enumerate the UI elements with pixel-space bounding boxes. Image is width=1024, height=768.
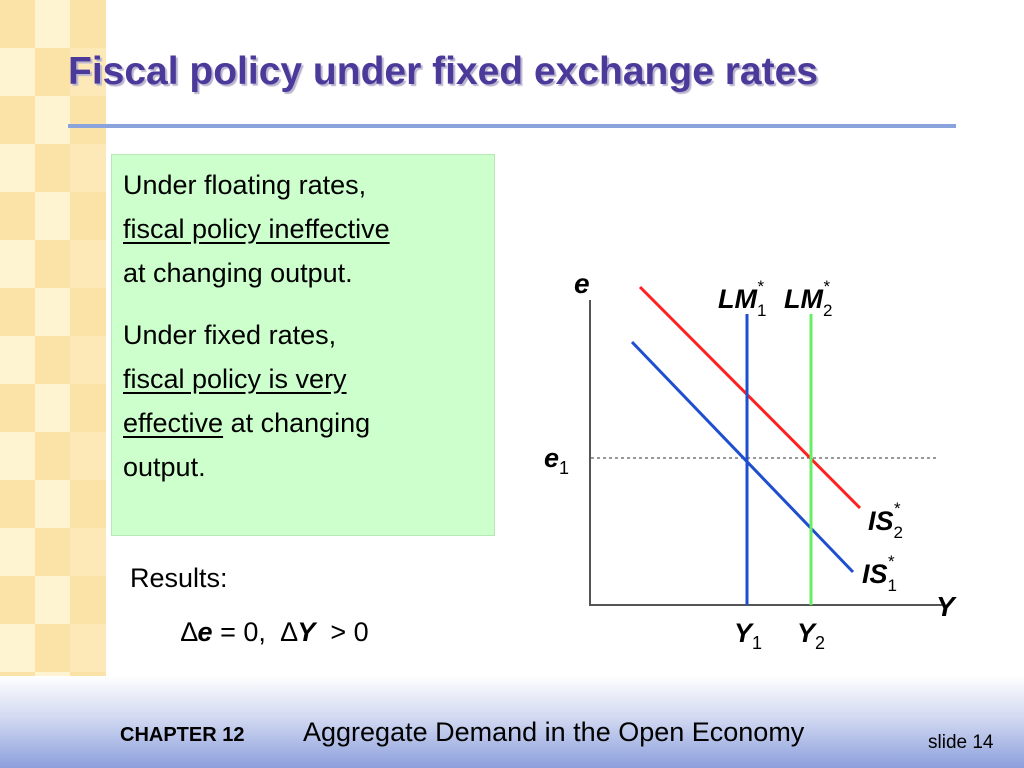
y1-label: Y1 [734, 618, 762, 653]
label-sub: 1 [888, 576, 897, 595]
footer-band [0, 676, 1024, 768]
stripe-cell [70, 480, 106, 528]
is1-label: IS1 * [862, 552, 897, 595]
stripe-cell [0, 336, 35, 384]
stripe-cell [0, 624, 35, 672]
stripe-cell [35, 384, 70, 432]
label-base: Y [797, 618, 818, 648]
slide-number: slide 14 [928, 732, 994, 753]
explanation-box: Under floating rates, fiscal policy inef… [111, 154, 495, 536]
stripe-cell [0, 48, 35, 96]
stripe-cell [35, 0, 70, 48]
is2-curve [638, 285, 862, 510]
label-base: LM [718, 284, 757, 314]
delta-symbol: ∆ [280, 617, 298, 647]
label-sub: 1 [752, 633, 762, 653]
y-axis-label: e [574, 268, 590, 299]
equation-text: = 0, [212, 617, 281, 647]
stripe-cell [70, 240, 106, 288]
paragraph-floating: Under floating rates, fiscal policy inef… [123, 163, 482, 295]
y2-label: Y2 [797, 618, 825, 653]
label-base: IS [868, 506, 894, 536]
lm1-label: LM1 * [718, 277, 766, 320]
text-line: Under floating rates, [123, 170, 367, 200]
stripe-cell [70, 528, 106, 576]
stripe-cell [70, 144, 106, 192]
lm2-label: LM2 * [784, 277, 832, 320]
stripe-cell [0, 144, 35, 192]
text-line: output. [123, 452, 206, 482]
is2-label: IS2 * [868, 499, 903, 542]
label-sub: 2 [894, 523, 903, 542]
stripe-cell [0, 384, 35, 432]
stripe-cell [70, 48, 106, 96]
stripe-cell [35, 432, 70, 480]
label-sub: 2 [815, 633, 825, 653]
is-lm-diagram: e Y LM1* LM2* IS2* IS1* e1 Y1 Y2 [544, 268, 957, 653]
decorative-stripe [0, 0, 106, 768]
footer-subtitle: Aggregate Demand in the Open Economy [303, 717, 805, 747]
stripe-cell [70, 384, 106, 432]
stripe-cell [0, 192, 35, 240]
label-base: IS [862, 559, 888, 589]
stripe-cell [35, 48, 70, 96]
label-base: LM [784, 284, 823, 314]
stripe-cell [70, 192, 106, 240]
text-line: Under fixed rates, [123, 320, 337, 350]
label-sub: 1 [757, 301, 766, 320]
label-base: e [544, 443, 559, 473]
stripe-cell [0, 528, 35, 576]
stripe-cell [0, 576, 35, 624]
stripe-cell [35, 528, 70, 576]
delta-symbol: ∆ [181, 617, 198, 647]
underlined-text: effective [123, 408, 224, 438]
stripe-cell [0, 96, 35, 144]
var-e: e [197, 617, 213, 647]
title-underline [68, 124, 956, 128]
label-sup: * [823, 277, 830, 296]
results-label: Results: [130, 563, 228, 593]
stripe-cell [35, 480, 70, 528]
stripe-cell [0, 288, 35, 336]
underlined-text: fiscal policy is very [123, 364, 347, 394]
stripe-cell [70, 576, 106, 624]
x-axis-label: Y [936, 591, 957, 622]
stripe-cell [35, 288, 70, 336]
equation-text: > 0 [315, 617, 369, 647]
is1-curve [630, 340, 855, 574]
stripe-cell [35, 336, 70, 384]
stripe-cell [70, 432, 106, 480]
stripe-cell [70, 96, 106, 144]
stripe-cell [0, 240, 35, 288]
footer-chapter: CHAPTER 12 [120, 724, 245, 746]
stripe-cell [70, 336, 106, 384]
stripe-cell [0, 480, 35, 528]
label-sub: 2 [823, 301, 832, 320]
stripe-cell [35, 144, 70, 192]
stripe-cell [35, 96, 70, 144]
stripe-cell [70, 0, 106, 48]
stripe-cell [0, 0, 35, 48]
stripe-cell [35, 240, 70, 288]
label-sup: * [757, 277, 764, 296]
stripe-cell [70, 624, 106, 672]
label-sup: * [894, 499, 901, 518]
label-sup: * [888, 552, 895, 571]
stripe-cell [35, 576, 70, 624]
slide-title: Fiscal policy under fixed exchange rates [68, 50, 818, 93]
label-sub: 1 [559, 458, 569, 478]
stripe-cell [70, 288, 106, 336]
stripe-cell [0, 432, 35, 480]
e1-label: e1 [544, 443, 569, 478]
stripe-cell [35, 192, 70, 240]
paragraph-fixed: Under fixed rates, fiscal policy is very… [123, 313, 482, 489]
text-line: at changing [223, 408, 371, 438]
text-line: at changing output. [123, 258, 353, 288]
underlined-text: fiscal policy ineffective [123, 214, 390, 244]
var-y: Y [297, 617, 316, 647]
results-equation: ∆e = 0, ∆Y > 0 [181, 617, 369, 648]
label-base: Y [734, 618, 755, 648]
stripe-cell [35, 624, 70, 672]
